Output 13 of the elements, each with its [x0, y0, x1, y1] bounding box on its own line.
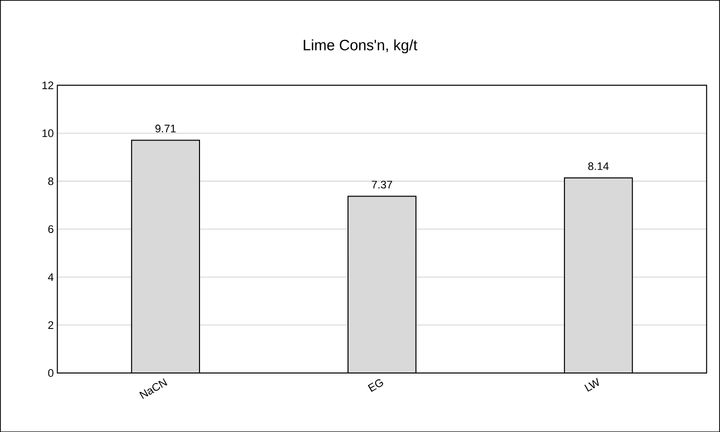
y-tick-label: 0 — [48, 368, 54, 377]
x-tick-label: LW — [584, 378, 599, 392]
y-tick-label: 2 — [48, 321, 54, 329]
y-tick-label: 4 — [48, 273, 54, 281]
y-tick-label: 8 — [48, 177, 54, 185]
x-tick-label: EG — [368, 379, 384, 392]
data-label: 7.37 — [372, 180, 392, 188]
y-tick-label: 10 — [42, 129, 54, 137]
data-label: 9.71 — [155, 124, 176, 132]
y-tick-label: 6 — [48, 225, 54, 233]
chart-title: Lime Cons'n, kg/t — [304, 39, 418, 54]
y-tick-label: 12 — [42, 81, 54, 89]
data-label: 8.14 — [588, 162, 609, 170]
